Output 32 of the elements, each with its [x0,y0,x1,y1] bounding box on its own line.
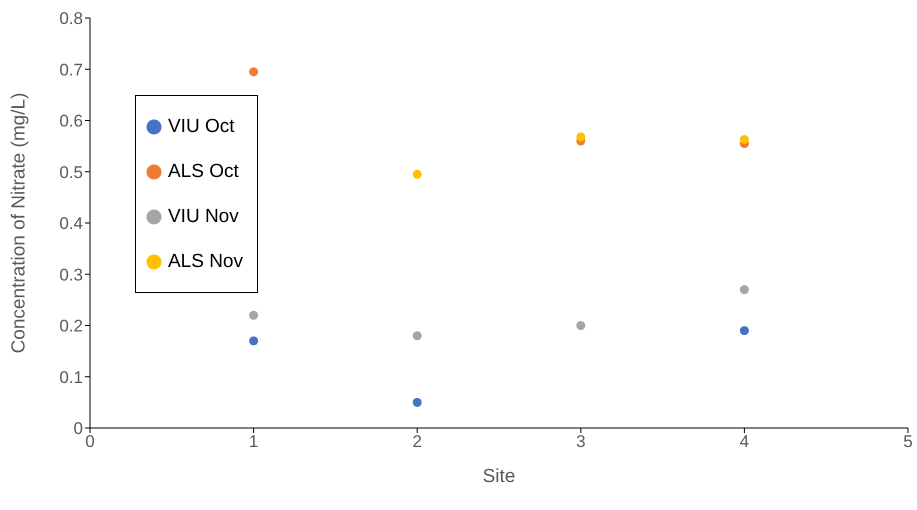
legend-label: VIU Nov [168,206,239,228]
x-tick-label: 5 [903,432,913,452]
point [249,67,258,76]
x-tick-label: 0 [85,432,95,452]
point [740,326,749,336]
y-tick-label: 0.1 [59,368,83,387]
legend-label: VIU Oct [168,116,235,138]
legend-label: ALS Nov [168,250,243,272]
point [740,285,749,294]
x-tick-label: 4 [740,432,750,452]
point [412,331,422,340]
y-tick-label: 0.4 [59,214,83,234]
x-tick-label: 3 [576,432,586,452]
point [249,310,258,320]
point [412,398,422,407]
point [249,336,258,346]
y-tick-label: 0 [74,419,83,438]
y-tick-label: 0.5 [59,162,83,182]
point [412,170,422,179]
legend-label: ALS Oct [168,160,239,182]
y-axis-title: Concentration of Nitrate (mg/L) [8,92,30,354]
y-tick-label: 0.7 [59,60,83,80]
y-tick-label: 0.2 [59,316,83,336]
x-tick-label: 1 [248,432,258,452]
y-tick-label: 0.6 [59,112,83,131]
point [576,320,586,330]
x-tick-label: 2 [412,432,422,452]
point [740,134,749,144]
point [576,132,586,142]
y-tick-label: 0.8 [59,9,83,28]
y-tick-label: 0.3 [59,265,83,284]
x-axis-title: Site [482,466,516,487]
